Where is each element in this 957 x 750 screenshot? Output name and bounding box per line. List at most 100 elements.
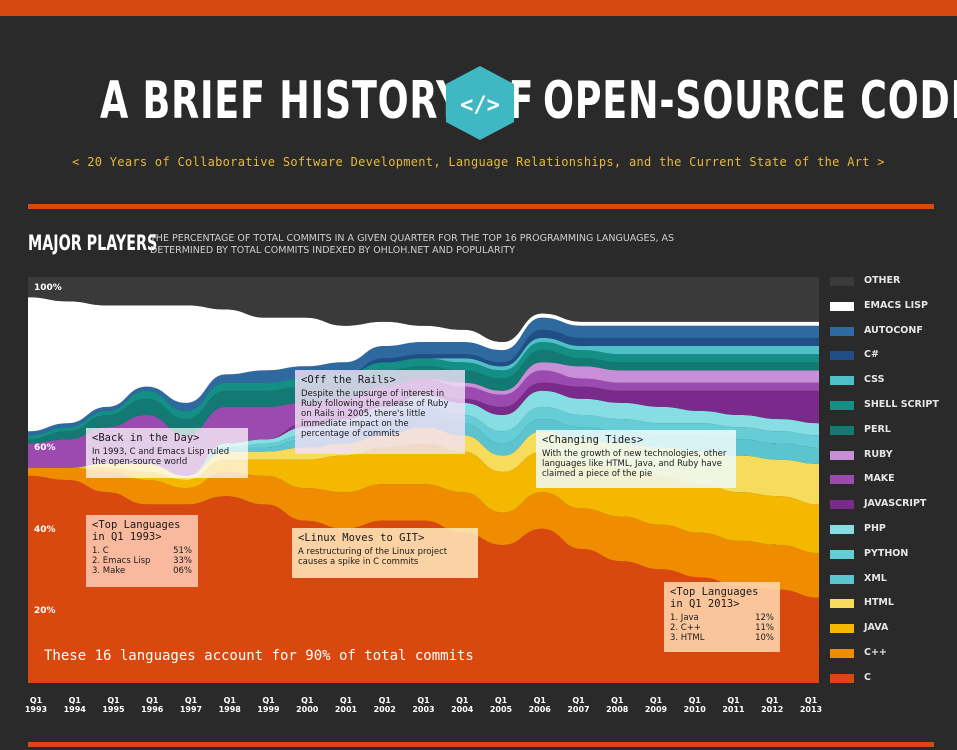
top-2013-heading: <Top Languages in Q1 2013> <box>670 586 759 610</box>
x-tick-label: Q1 2010 <box>683 696 706 714</box>
x-tick-label: Q1 2002 <box>373 696 396 714</box>
legend-swatch <box>830 525 854 534</box>
x-tick-label: Q1 2008 <box>606 696 629 714</box>
legend-swatch <box>830 673 854 683</box>
series-area-autoconf <box>28 317 819 436</box>
legend-swatch <box>830 649 854 658</box>
x-tick-label: Q1 1998 <box>218 696 241 714</box>
x-tick-label: Q1 2000 <box>296 696 319 714</box>
series-area-php <box>28 390 819 476</box>
legend-label: C# <box>864 349 879 361</box>
legend-label: C <box>864 671 871 683</box>
annotation-linux-moves-to-git: <Linux Moves to GIT> A restructuring of … <box>292 528 478 578</box>
x-tick-label: Q1 2009 <box>644 696 668 714</box>
annotation-heading: <Linux Moves to GIT> <box>298 532 425 544</box>
y-tick-label: 60% <box>34 443 56 454</box>
annotation-body: In 1993, C and Emacs Lisp ruled the open… <box>92 447 230 467</box>
legend-swatch <box>830 475 854 485</box>
series-area-python <box>28 406 819 476</box>
x-tick-label: Q1 2003 <box>412 696 435 714</box>
legend-swatch <box>830 401 854 410</box>
legend-swatch <box>830 425 854 435</box>
legend-swatch <box>830 450 854 460</box>
legend-label: JAVASCRIPT <box>864 498 927 510</box>
code-hexagon-logo-icon: </> <box>446 66 514 140</box>
series-area-perl <box>28 350 819 444</box>
annotation-body: Despite the upsurge of interest in Ruby … <box>301 389 449 439</box>
series-area-ruby <box>28 362 819 444</box>
legend-label: XML <box>864 572 887 584</box>
top-1993-row: 2. Emacs Lisp 33% <box>92 556 192 566</box>
x-tick-label: Q1 2001 <box>334 696 358 714</box>
x-tick-label: Q1 2012 <box>761 696 784 714</box>
legend-label: OTHER <box>864 275 901 286</box>
legend-label: CSS <box>864 374 885 386</box>
x-tick-label: Q1 1995 <box>102 696 125 714</box>
legend-label: RUBY <box>864 448 893 460</box>
bottom-accent-bar <box>28 742 934 747</box>
legend-swatch <box>830 549 854 559</box>
chart-footer-note: These 16 languages account for 90% of to… <box>44 648 474 664</box>
page-title-right: OPEN-SOURCE CODE <box>543 71 957 131</box>
legend-swatch <box>830 301 854 311</box>
legend-swatch <box>830 326 854 336</box>
top-languages-1993: <Top Languages in Q1 1993> 1. C 51% 2. Em… <box>86 515 198 587</box>
top-2013-row: 2. C++ 11% <box>670 623 774 633</box>
legend-label: AUTOCONF <box>864 324 923 336</box>
annotation-body: A restructuring of the Linux project cau… <box>298 547 448 567</box>
y-tick-label: 100% <box>34 283 62 293</box>
top-languages-2013: <Top Languages in Q1 2013> 1. Java 12% 2.… <box>664 582 780 652</box>
series-area-emacs-lisp <box>28 297 819 432</box>
legend-swatch <box>830 351 854 361</box>
annotation-back-in-the-day: <Back in the Day> In 1993, C and Emacs L… <box>86 428 248 478</box>
x-tick-label: Q1 1999 <box>257 696 280 714</box>
y-tick-label: 40% <box>34 524 56 535</box>
series-area-css <box>28 337 819 436</box>
x-tick-label: Q1 2006 <box>528 696 551 714</box>
annotation-heading: <Off the Rails> <box>301 374 396 386</box>
x-tick-label: Q1 1994 <box>63 696 86 714</box>
y-tick-label: 20% <box>34 605 56 616</box>
series-area-c <box>28 475 819 683</box>
section-description: THE PERCENTAGE OF TOTAL COMMITS IN A GIV… <box>150 233 675 256</box>
y-tick-label: 80% <box>34 362 56 373</box>
annotation-body: With the growth of new technologies, oth… <box>542 449 727 479</box>
legend-label: C++ <box>864 647 887 658</box>
annotation-changing-tides: <Changing Tides> With the growth of new … <box>536 430 736 488</box>
x-tick-label: Q1 2007 <box>567 696 590 714</box>
x-tick-label: Q1 2005 <box>489 696 513 714</box>
series-area-javascript <box>28 382 819 476</box>
legend-label: EMACS LISP <box>864 299 928 311</box>
legend-label: HTML <box>864 597 894 609</box>
top-1993-row: 3. Make 06% <box>92 566 192 576</box>
legend-swatch <box>830 277 854 286</box>
top-2013-row: 1. Java 12% <box>670 613 774 623</box>
legend-label: JAVA <box>864 622 889 634</box>
legend-swatch <box>830 500 854 510</box>
annotation-heading: <Back in the Day> <box>92 432 200 444</box>
legend-label: PHP <box>864 523 886 534</box>
logo-symbol: </> <box>460 93 500 118</box>
x-tick-label: Q1 1993 <box>24 696 48 714</box>
legend-label: PYTHON <box>864 547 909 559</box>
top-accent-bar <box>0 0 957 16</box>
legend-label: SHELL SCRIPT <box>864 399 939 410</box>
series-area-shell-script <box>28 342 819 440</box>
x-tick-label: Q1 2013 <box>799 696 823 714</box>
legend-label: MAKE <box>864 473 895 485</box>
annotation-heading: <Changing Tides> <box>542 434 644 446</box>
legend-swatch <box>830 574 854 584</box>
legend-swatch <box>830 624 854 634</box>
annotation-off-the-rails: <Off the Rails> Despite the upsurge of i… <box>295 370 465 454</box>
x-tick-label: Q1 2004 <box>451 696 474 714</box>
x-tick-label: Q1 1996 <box>141 696 164 714</box>
x-tick-label: Q1 2011 <box>722 696 745 714</box>
top-2013-row: 3. HTML 10% <box>670 633 774 643</box>
section-title: MAJOR PLAYERS <box>28 231 158 255</box>
series-area-c- <box>28 329 819 436</box>
page-subtitle: < 20 Years of Collaborative Software Dev… <box>72 155 885 169</box>
legend-swatch <box>830 599 854 609</box>
section-divider <box>28 204 934 209</box>
top-1993-heading: <Top Languages in Q1 1993> <box>92 519 181 543</box>
legend-label: PERL <box>864 423 891 435</box>
